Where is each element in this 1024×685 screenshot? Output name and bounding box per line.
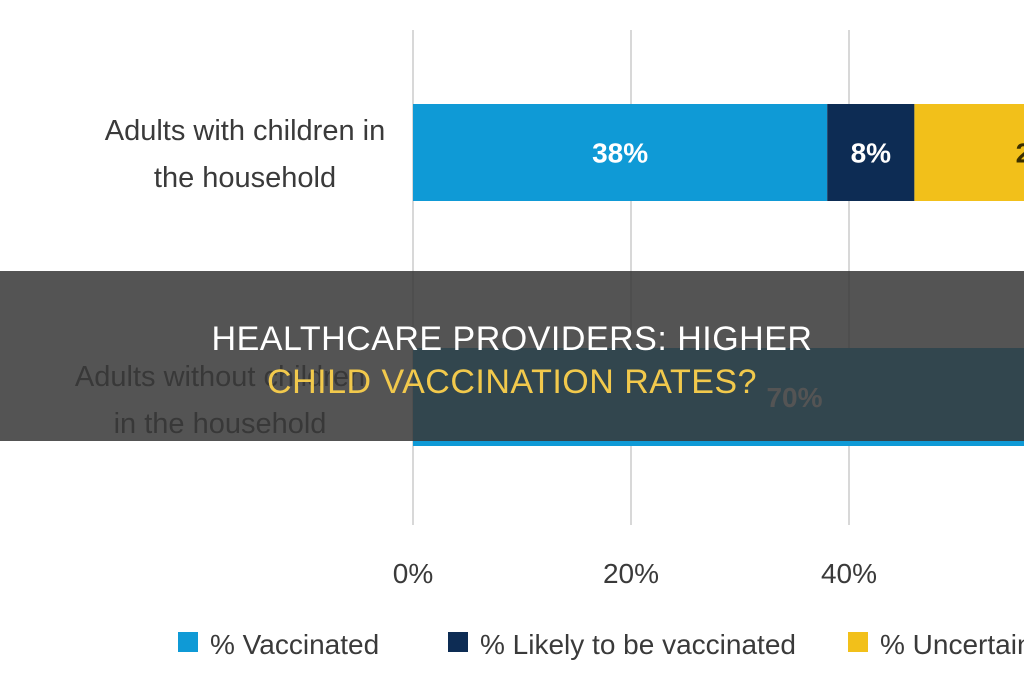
legend-label-0: % Vaccinated	[210, 629, 379, 660]
bar-value-label-0-2: 2	[1016, 138, 1024, 169]
legend-label-2: % Uncertain	[880, 629, 1024, 660]
legend-swatch-1	[448, 632, 468, 652]
category-label-0-1: the household	[154, 162, 336, 194]
legend-swatch-2	[848, 632, 868, 652]
bar-value-label-0-1: 8%	[851, 138, 892, 169]
title-line-1: HEALTHCARE PROVIDERS: HIGHER	[211, 320, 813, 358]
bar-value-label-0-0: 38%	[592, 138, 648, 169]
bar-segment-0-0	[413, 104, 828, 201]
category-label-0-0: Adults with children in	[105, 115, 385, 147]
bar-segment-0-1	[827, 104, 915, 201]
x-tick-label-0: 0%	[393, 558, 433, 589]
article-title: HEALTHCARE PROVIDERS: HIGHER CHILD VACCI…	[0, 318, 1024, 404]
legend: % Vaccinated % Likely to be vaccinated % U…	[178, 629, 1024, 660]
x-tick-labels: 0% 20% 40%	[393, 558, 877, 589]
bar-segment-0-2	[914, 104, 1024, 201]
legend-swatch-0	[178, 632, 198, 652]
x-tick-label-2: 40%	[821, 558, 877, 589]
legend-label-1: % Likely to be vaccinated	[480, 629, 796, 660]
x-tick-label-1: 20%	[603, 558, 659, 589]
title-line-2: CHILD VACCINATION RATES?	[267, 363, 757, 401]
title-banner	[0, 271, 1024, 441]
